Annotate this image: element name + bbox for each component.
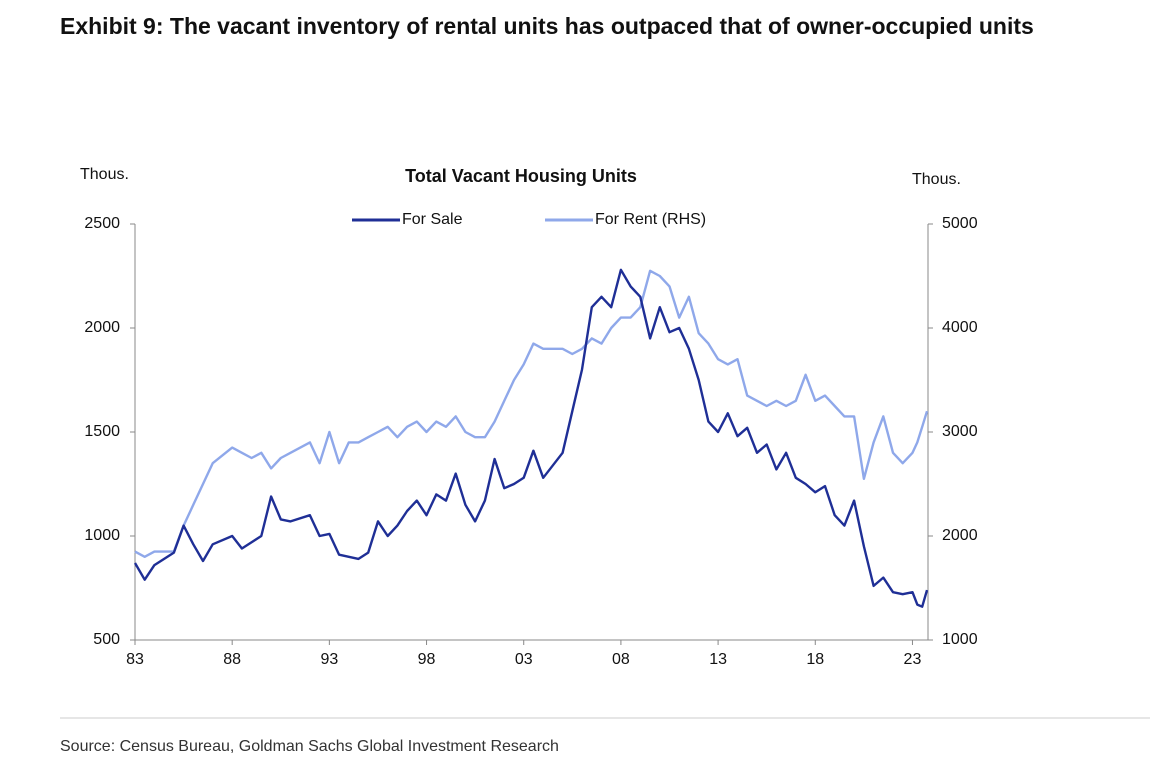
x-tick-label: 23 (904, 651, 922, 668)
series-line (133, 268, 929, 608)
x-tick-label: 03 (515, 651, 533, 668)
x-tick-label: 98 (418, 651, 436, 668)
y2-axis-label: Thous. (912, 171, 961, 188)
chart-title: Exhibit 9: The vacant inventory of renta… (60, 13, 1034, 39)
y-tick-label: 500 (93, 631, 120, 648)
chart-subtitle: Total Vacant Housing Units (405, 166, 637, 186)
x-tick-label: 93 (320, 651, 338, 668)
x-tick-label: 18 (806, 651, 824, 668)
y2-tick-label: 4000 (942, 319, 978, 336)
y-tick-label: 1500 (84, 423, 120, 440)
x-tick-label: 13 (709, 651, 727, 668)
y-tick-label: 2500 (84, 215, 120, 232)
legend-label: For Rent (RHS) (595, 211, 706, 228)
y2-tick-label: 5000 (942, 215, 978, 232)
y-tick-label: 1000 (84, 527, 120, 544)
x-tick-label: 83 (126, 651, 144, 668)
y-tick-label: 2000 (84, 319, 120, 336)
legend-label: For Sale (402, 211, 463, 228)
y2-tick-label: 1000 (942, 631, 978, 648)
y2-tick-label: 2000 (942, 527, 978, 544)
x-tick-label: 88 (223, 651, 241, 668)
y-axis-label: Thous. (80, 166, 129, 183)
source: Source: Census Bureau, Goldman Sachs Glo… (60, 738, 559, 755)
x-tick-label: 08 (612, 651, 630, 668)
y2-tick-label: 3000 (942, 423, 978, 440)
series-line (134, 269, 929, 558)
